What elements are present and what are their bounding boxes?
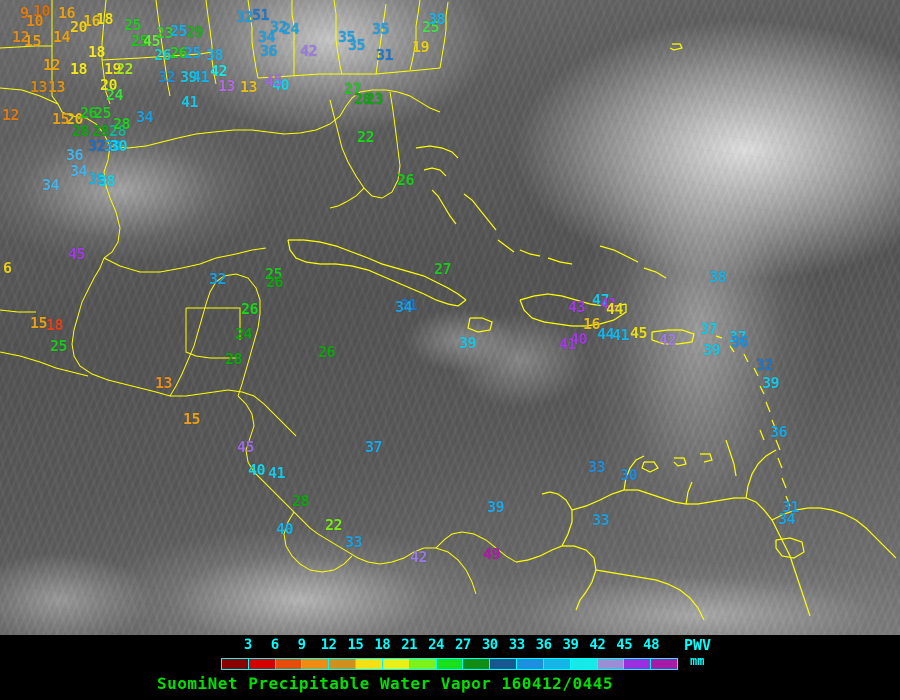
colorbar-tick-label: 9 (297, 637, 306, 653)
pwv-units-label: mm (690, 654, 705, 668)
colorbar-tick-label: 33 (508, 637, 525, 653)
colorbar (221, 658, 678, 670)
colorbar-swatch (275, 659, 303, 669)
colorbar-tick-label: 12 (320, 637, 337, 653)
colorbar-swatch (570, 659, 598, 669)
colorbar-tick-label: 27 (455, 637, 471, 653)
colorbar-tick-label: 15 (347, 637, 364, 653)
colorbar-swatch (517, 659, 544, 669)
colorbar-swatch (222, 659, 249, 669)
colorbar-swatch (409, 659, 437, 669)
satellite-greyscale-imagery (0, 0, 900, 635)
colorbar-swatch (436, 659, 464, 669)
colorbar-tick-label: 45 (616, 637, 633, 653)
legend-footer: 3 6 9 12 15 18 21 24 27 30 33 36 39 42 45 48 PWV mm Suo… (0, 635, 900, 700)
colorbar-tick-labels: 3 6 9 12 15 18 21 24 27 30 33 36 39 42 45 48 (0, 637, 900, 655)
colorbar-tick-label: 36 (535, 637, 552, 653)
colorbar-tick-label: 39 (562, 637, 579, 653)
colorbar-swatch (490, 659, 518, 669)
colorbar-swatch (624, 659, 652, 669)
colorbar-tick-label: 24 (428, 637, 444, 653)
cloud-texture-overlay (0, 0, 900, 635)
colorbar-swatch (302, 659, 330, 669)
colorbar-tick-label: 6 (270, 637, 279, 653)
colorbar-tick-label: 42 (589, 637, 606, 653)
colorbar-tick-label: 48 (643, 637, 660, 653)
cloud-texture-overlay-secondary (0, 0, 900, 635)
pwv-variable-label: PWV (684, 636, 712, 654)
colorbar-swatch (329, 659, 357, 669)
colorbar-swatch (382, 659, 410, 669)
colorbar-swatch (543, 659, 571, 669)
colorbar-swatch (248, 659, 276, 669)
colorbar-tick-label: 21 (401, 637, 418, 653)
colorbar-swatch (597, 659, 625, 669)
colorbar-swatch (463, 659, 491, 669)
product-title: SuomiNet Precipitable Water Vapor 160412… (157, 674, 613, 693)
coastline-overlay (0, 0, 897, 621)
colorbar-tick-label: 30 (481, 637, 498, 653)
colorbar-swatch (356, 659, 383, 669)
colorbar-tick-label: 3 (243, 637, 252, 653)
colorbar-swatch (651, 659, 678, 669)
satellite-image-panel: 9 10 10 12 14 15 16 16 18 18 18 12 13 13 19 22 20 24 20 25 2… (0, 0, 900, 635)
colorbar-tick-label: 18 (374, 637, 391, 653)
